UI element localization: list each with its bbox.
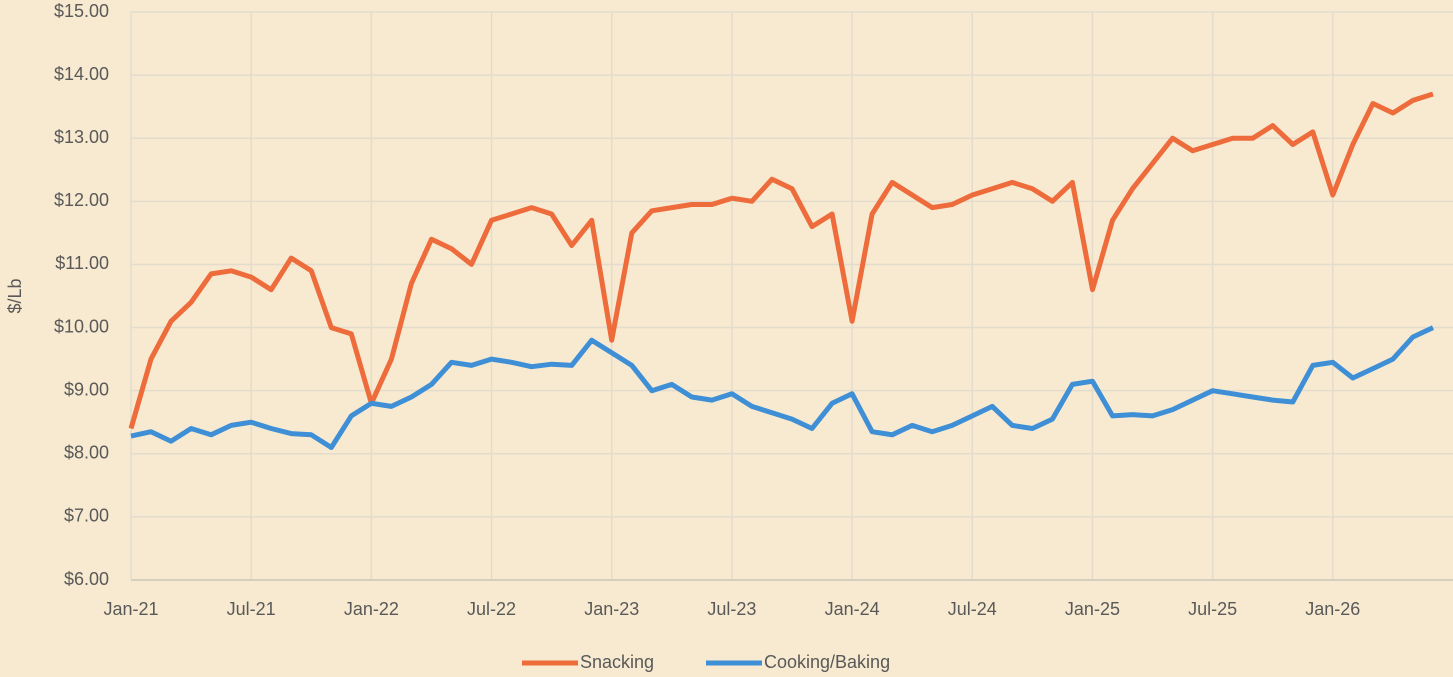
x-tick-label: Jan-24 <box>825 599 880 619</box>
y-axis-title: $/Lb <box>5 278 25 313</box>
x-tick-label: Jul-23 <box>707 599 756 619</box>
y-tick-label: $6.00 <box>64 569 109 589</box>
x-tick-label: Jan-26 <box>1305 599 1360 619</box>
x-tick-label: Jul-22 <box>467 599 516 619</box>
legend-label: Snacking <box>580 652 654 672</box>
x-tick-label: Jul-21 <box>227 599 276 619</box>
y-tick-label: $13.00 <box>54 127 109 147</box>
y-tick-label: $9.00 <box>64 379 109 399</box>
legend-label: Cooking/Baking <box>764 652 890 672</box>
y-tick-label: $15.00 <box>54 1 109 21</box>
x-tick-label: Jan-25 <box>1065 599 1120 619</box>
series-line <box>130 325 1435 450</box>
y-tick-label: $7.00 <box>64 506 109 526</box>
y-tick-label: $10.00 <box>54 316 109 336</box>
y-tick-label: $11.00 <box>55 253 109 273</box>
x-tick-label: Jul-25 <box>1188 599 1237 619</box>
y-tick-label: $12.00 <box>54 190 109 210</box>
x-tick-label: Jan-22 <box>344 599 399 619</box>
series-line <box>128 91 1434 430</box>
x-tick-label: Jan-23 <box>584 599 639 619</box>
x-tick-label: Jul-24 <box>948 599 997 619</box>
y-tick-label: $8.00 <box>64 443 109 463</box>
y-tick-label: $14.00 <box>54 64 109 84</box>
x-tick-label: Jan-21 <box>103 599 158 619</box>
